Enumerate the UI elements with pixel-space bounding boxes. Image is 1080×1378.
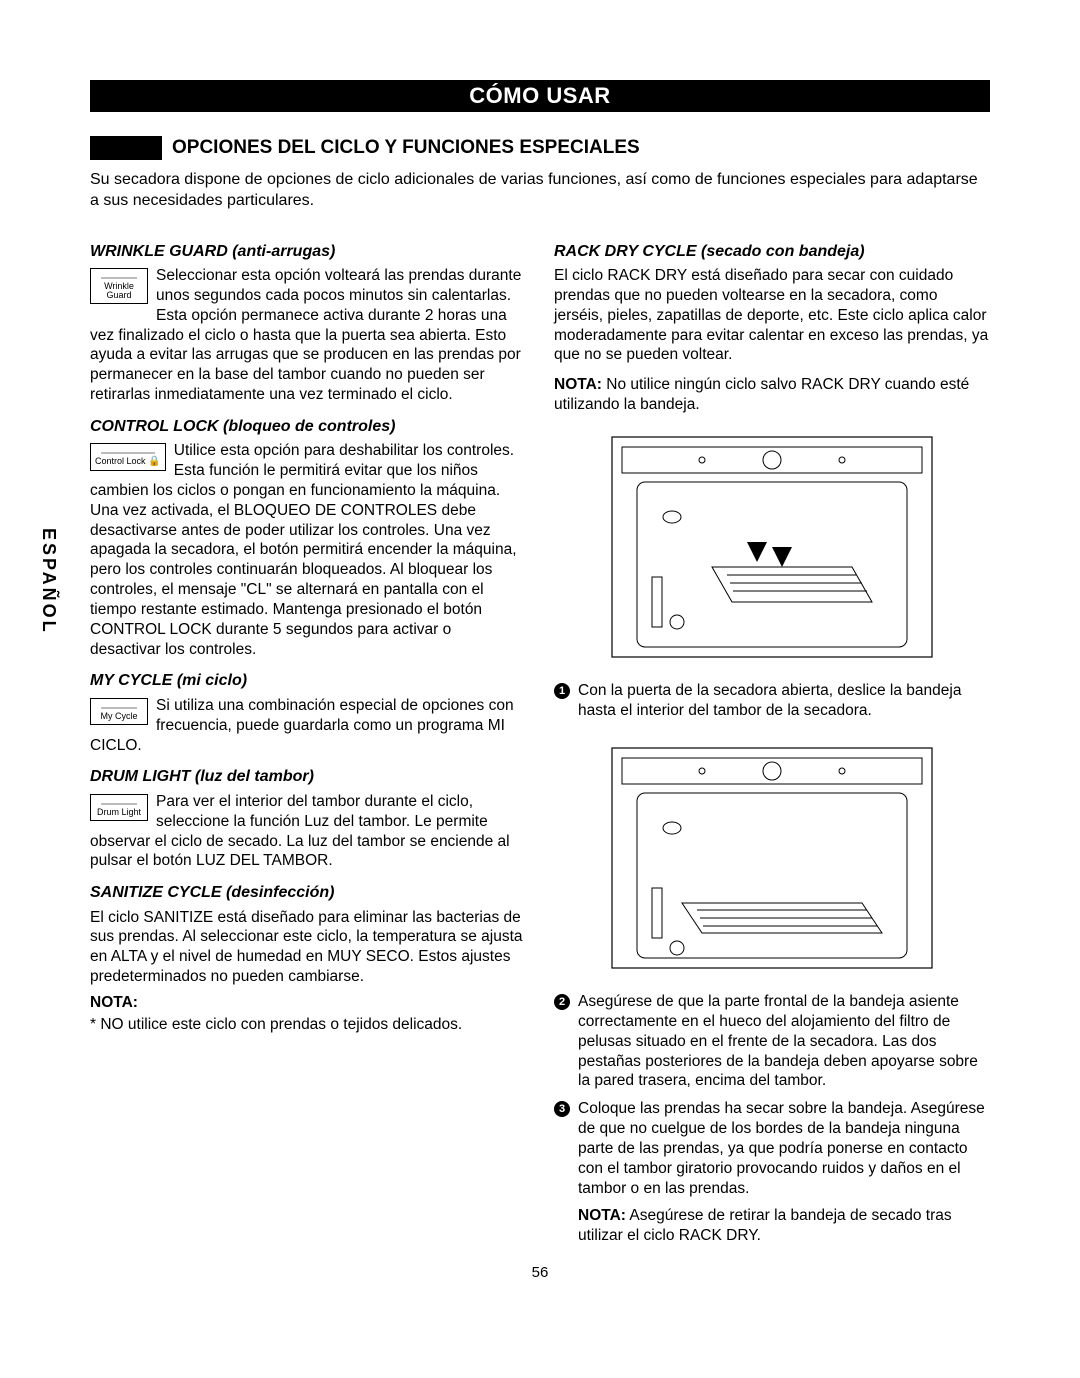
step-1-text: Con la puerta de la secadora abierta, de…: [578, 681, 990, 721]
step-2-row: 2 Asegúrese de que la parte frontal de l…: [554, 992, 990, 1091]
page-number: 56: [90, 1264, 990, 1281]
sanitize-heading: SANITIZE CYCLE (desinfección): [90, 883, 526, 903]
section-title-row: OPCIONES DEL CICLO Y FUNCIONES ESPECIALE…: [90, 136, 990, 160]
sanitize-text: El ciclo SANITIZE está diseñado para eli…: [90, 908, 526, 987]
page-header-bar: CÓMO USAR: [90, 80, 990, 112]
my-cycle-icon: My Cycle: [90, 698, 148, 725]
control-lock-icon-label: Control Lock: [95, 456, 146, 466]
step-3-text: Coloque las prendas ha secar sobre la ba…: [578, 1099, 990, 1198]
drum-light-text: Para ver el interior del tambor durante …: [90, 792, 526, 871]
wrinkle-guard-text: Seleccionar esta opción volteará las pre…: [90, 266, 526, 405]
dryer-rack-figure-1: [554, 427, 990, 667]
dryer-rack-figure-2: [554, 738, 990, 978]
control-lock-heading: CONTROL LOCK (bloqueo de controles): [90, 417, 526, 437]
final-nota-label: NOTA:: [578, 1207, 626, 1224]
final-nota-text: Asegúrese de retirar la bandeja de secad…: [578, 1207, 952, 1244]
step-2-text: Asegúrese de que la parte frontal de la …: [578, 992, 990, 1091]
wrinkle-guard-icon-label: WrinkleGuard: [104, 281, 134, 300]
section-title: OPCIONES DEL CICLO Y FUNCIONES ESPECIALE…: [172, 137, 640, 159]
step-3-bullet: 3: [554, 1101, 570, 1117]
right-column: RACK DRY CYCLE (secado con bandeja) El c…: [554, 232, 990, 1249]
sanitize-nota-text: * NO utilice este ciclo con prendas o te…: [90, 1015, 526, 1035]
rack-dry-heading: RACK DRY CYCLE (secado con bandeja): [554, 242, 990, 262]
control-lock-text: Utilice esta opción para deshabilitar lo…: [90, 441, 526, 659]
step-2-bullet: 2: [554, 994, 570, 1010]
rack-dry-nota-label: NOTA:: [554, 376, 602, 393]
wrinkle-guard-icon: WrinkleGuard: [90, 268, 148, 304]
my-cycle-icon-label: My Cycle: [100, 711, 137, 721]
my-cycle-text: Si utiliza una combinación especial de o…: [90, 696, 526, 755]
step-1-bullet: 1: [554, 683, 570, 699]
section-title-marker: [90, 136, 162, 160]
two-column-layout: WRINKLE GUARD (anti-arrugas) WrinkleGuar…: [90, 232, 990, 1249]
lock-icon: 🔒: [146, 456, 161, 467]
left-column: WRINKLE GUARD (anti-arrugas) WrinkleGuar…: [90, 232, 526, 1249]
step-3-row: 3 Coloque las prendas ha secar sobre la …: [554, 1099, 990, 1198]
my-cycle-heading: MY CYCLE (mi ciclo): [90, 671, 526, 691]
drum-light-icon-label: Drum Light: [97, 807, 141, 817]
sanitize-nota-label: NOTA:: [90, 994, 138, 1011]
rack-dry-nota-text: No utilice ningún ciclo salvo RACK DRY c…: [554, 376, 969, 413]
control-lock-icon: Control Lock 🔒: [90, 443, 166, 471]
step-1-row: 1 Con la puerta de la secadora abierta, …: [554, 681, 990, 721]
rack-dry-text: El ciclo RACK DRY está diseñado para sec…: [554, 266, 990, 365]
intro-paragraph: Su secadora dispone de opciones de ciclo…: [90, 170, 990, 212]
language-side-tab: ESPAÑOL: [38, 528, 59, 635]
drum-light-icon: Drum Light: [90, 794, 148, 821]
wrinkle-guard-heading: WRINKLE GUARD (anti-arrugas): [90, 242, 526, 262]
drum-light-heading: DRUM LIGHT (luz del tambor): [90, 767, 526, 787]
